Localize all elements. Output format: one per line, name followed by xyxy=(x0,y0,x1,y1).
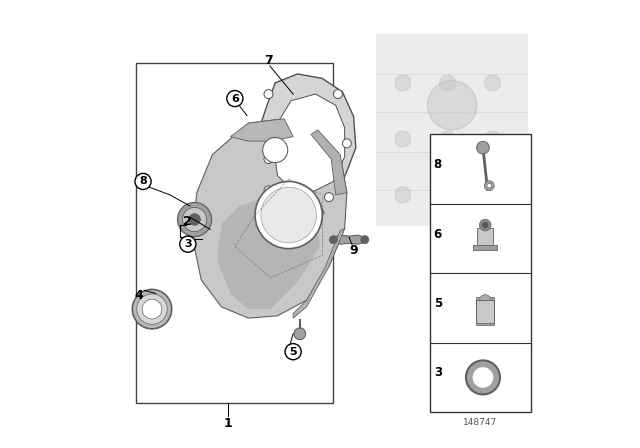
Polygon shape xyxy=(293,228,344,318)
Polygon shape xyxy=(333,235,365,244)
Circle shape xyxy=(466,360,500,394)
Circle shape xyxy=(477,142,489,154)
Circle shape xyxy=(484,131,500,147)
Circle shape xyxy=(177,202,212,237)
Circle shape xyxy=(395,75,411,91)
Circle shape xyxy=(264,155,273,164)
Text: 5: 5 xyxy=(289,347,297,357)
Text: 9: 9 xyxy=(349,244,358,258)
Text: 7: 7 xyxy=(264,54,273,67)
Bar xyxy=(430,134,531,412)
Bar xyxy=(473,245,497,250)
Circle shape xyxy=(440,187,456,203)
Text: 3: 3 xyxy=(434,366,442,379)
Circle shape xyxy=(142,299,162,319)
Text: 4: 4 xyxy=(134,289,143,302)
Circle shape xyxy=(227,90,243,107)
Circle shape xyxy=(264,186,273,195)
Bar xyxy=(477,228,493,246)
Circle shape xyxy=(294,328,306,340)
Polygon shape xyxy=(230,119,293,141)
Text: 6: 6 xyxy=(434,228,442,241)
Circle shape xyxy=(182,207,207,232)
Text: 1: 1 xyxy=(224,417,232,430)
Circle shape xyxy=(482,222,488,228)
Circle shape xyxy=(132,289,172,329)
Polygon shape xyxy=(192,119,347,318)
Text: 5: 5 xyxy=(434,297,442,310)
Circle shape xyxy=(135,173,151,190)
Circle shape xyxy=(330,236,337,244)
Circle shape xyxy=(361,236,369,244)
Bar xyxy=(376,34,529,226)
Circle shape xyxy=(484,181,494,191)
Text: 6: 6 xyxy=(231,94,239,103)
Circle shape xyxy=(333,90,342,99)
Circle shape xyxy=(479,219,491,231)
Circle shape xyxy=(487,184,492,188)
Polygon shape xyxy=(274,94,344,193)
Circle shape xyxy=(428,81,477,130)
Circle shape xyxy=(262,138,288,163)
Circle shape xyxy=(440,75,456,91)
Text: 8: 8 xyxy=(434,158,442,171)
Circle shape xyxy=(342,139,351,148)
Bar xyxy=(476,297,494,300)
Circle shape xyxy=(440,131,456,147)
Polygon shape xyxy=(217,188,320,309)
Circle shape xyxy=(293,204,302,213)
Circle shape xyxy=(137,294,167,324)
Circle shape xyxy=(285,344,301,360)
Circle shape xyxy=(395,131,411,147)
Circle shape xyxy=(255,181,323,249)
Polygon shape xyxy=(311,130,347,195)
Text: 8: 8 xyxy=(139,177,147,186)
Bar xyxy=(476,323,494,325)
Bar xyxy=(136,63,333,403)
Circle shape xyxy=(324,193,333,202)
Circle shape xyxy=(180,236,196,252)
Circle shape xyxy=(264,90,273,99)
Bar xyxy=(476,300,494,323)
Text: 148747: 148747 xyxy=(463,418,497,426)
Circle shape xyxy=(261,187,316,243)
Polygon shape xyxy=(255,74,356,213)
Circle shape xyxy=(189,214,200,225)
Circle shape xyxy=(395,187,411,203)
Circle shape xyxy=(473,367,493,388)
Wedge shape xyxy=(479,295,491,300)
Text: 3: 3 xyxy=(184,239,191,249)
Text: 2: 2 xyxy=(184,215,192,228)
Circle shape xyxy=(484,187,500,203)
Circle shape xyxy=(484,75,500,91)
Polygon shape xyxy=(298,197,324,222)
